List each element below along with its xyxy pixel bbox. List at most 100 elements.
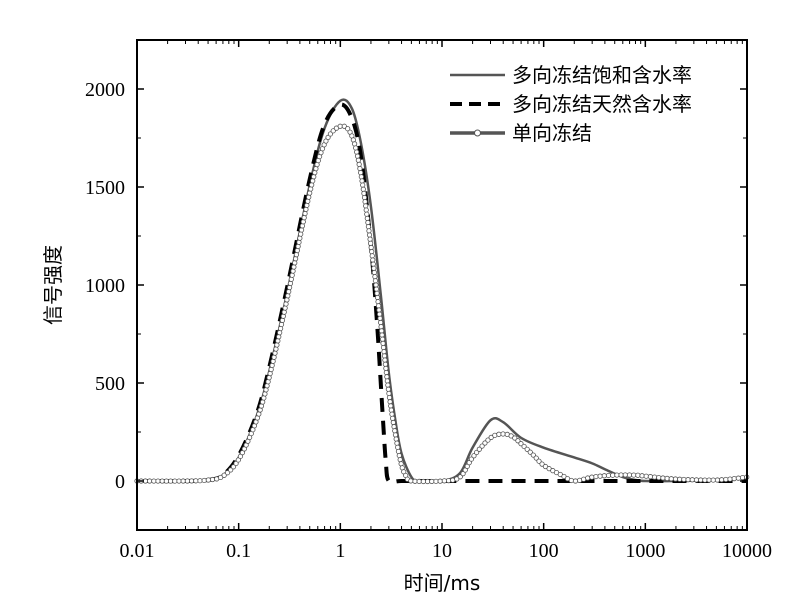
- series-marker-2: [390, 415, 396, 421]
- series-marker-2: [354, 153, 361, 159]
- series-marker-2: [396, 452, 402, 459]
- series-marker-2: [305, 198, 311, 204]
- series-marker-2: [230, 464, 237, 470]
- series-marker-2: [601, 473, 607, 479]
- series-marker-2: [288, 276, 294, 282]
- series-marker-2: [360, 182, 366, 188]
- series-marker-2: [677, 476, 683, 482]
- series-marker-2: [291, 264, 297, 270]
- series-marker-2: [159, 478, 165, 484]
- series-marker-2: [304, 202, 310, 208]
- series-marker-2: [394, 440, 400, 446]
- series-marker-2: [568, 477, 574, 484]
- series-marker-2: [416, 478, 422, 485]
- series-marker-2: [295, 243, 301, 250]
- series-marker-2: [618, 472, 624, 478]
- series-marker-2: [383, 365, 389, 372]
- series-marker-2: [382, 357, 388, 363]
- series-marker-2: [277, 330, 283, 336]
- series-marker-2: [279, 317, 286, 323]
- series-marker-2: [272, 350, 278, 356]
- series-marker-2: [660, 475, 666, 481]
- legend: 多向冻结饱和含水率 多向冻结天然含水率 单向冻结: [450, 63, 692, 145]
- series-marker-2: [228, 467, 234, 473]
- y-tick-label: 0: [115, 471, 125, 493]
- series-marker-2: [719, 477, 725, 483]
- series-marker-2: [393, 436, 399, 442]
- series-marker-2: [377, 315, 383, 321]
- series-marker-2: [597, 473, 603, 479]
- y-tick-label: 1500: [85, 177, 125, 199]
- series-marker-2: [479, 443, 485, 449]
- series-marker-2: [290, 268, 296, 274]
- series-marker-2: [355, 157, 361, 163]
- series-marker-2: [395, 444, 401, 450]
- series-marker-2: [282, 305, 288, 311]
- legend-label-unidirectional: 单向冻结: [512, 121, 592, 145]
- series-marker-2: [412, 478, 418, 484]
- series-marker-2: [360, 186, 366, 192]
- series-marker-2: [647, 474, 654, 480]
- series-marker-2: [408, 478, 414, 484]
- series-marker-2: [365, 219, 371, 226]
- series-marker-2: [524, 446, 530, 452]
- series-marker-2: [366, 232, 373, 238]
- series-marker-2: [368, 240, 374, 246]
- series-marker-2: [476, 446, 482, 452]
- series-marker-2: [474, 449, 480, 456]
- series-marker-2: [651, 474, 658, 480]
- x-tick-label: 10: [432, 540, 452, 562]
- series-marker-2: [168, 478, 174, 484]
- series-marker-2: [376, 307, 382, 313]
- series-marker-2: [723, 476, 729, 483]
- series-marker-2: [693, 477, 700, 483]
- series-marker-2: [369, 249, 375, 255]
- series-marker-2: [275, 338, 281, 344]
- series-marker-2: [218, 474, 224, 481]
- series-marker-2: [366, 228, 372, 234]
- series-marker-2: [372, 278, 379, 284]
- series-marker-2: [184, 478, 190, 484]
- series-marker-2: [283, 301, 289, 307]
- series-marker-2: [512, 435, 518, 441]
- series-marker-2: [374, 294, 381, 301]
- series-marker-2: [382, 361, 388, 367]
- series-marker-2: [327, 131, 334, 137]
- series-marker-2: [297, 235, 303, 241]
- series-marker-2: [364, 215, 370, 221]
- series-marker-2: [367, 236, 373, 242]
- series-marker-2: [176, 478, 182, 484]
- series-marker-2: [363, 207, 369, 213]
- series-marker-2: [276, 334, 282, 340]
- series-marker-2: [359, 178, 365, 184]
- x-tick-label: 1: [335, 540, 345, 562]
- series-marker-2: [354, 149, 360, 155]
- series-marker-2: [384, 374, 390, 380]
- series-marker-2: [221, 472, 227, 478]
- series-marker-2: [289, 272, 295, 278]
- series-marker-2: [374, 290, 380, 296]
- series-marker-2: [533, 455, 539, 461]
- series-marker-2: [445, 477, 452, 484]
- y-tick-label: 2000: [85, 79, 125, 101]
- series-marker-2: [689, 477, 695, 483]
- series-marker-2: [270, 358, 276, 364]
- series-marker-2: [643, 473, 649, 479]
- series-marker-2: [189, 478, 195, 484]
- series-marker-2: [370, 261, 376, 267]
- series-marker-2: [298, 231, 304, 237]
- series-marker-2: [292, 260, 298, 266]
- axis-ticks: [136, 39, 748, 531]
- series-marker-2: [433, 478, 439, 484]
- series-line-1: [136, 102, 747, 485]
- series-marker-2: [420, 478, 426, 485]
- y-tick-label: 1000: [85, 275, 125, 297]
- series-marker-2: [298, 227, 305, 233]
- series-marker-2: [631, 472, 637, 478]
- series-marker-2: [610, 472, 616, 478]
- series-marker-2: [739, 474, 746, 481]
- series-marker-2: [468, 456, 475, 462]
- series-marker-2: [706, 477, 712, 483]
- series-marker-2: [233, 460, 239, 467]
- series-marker-2: [370, 257, 376, 263]
